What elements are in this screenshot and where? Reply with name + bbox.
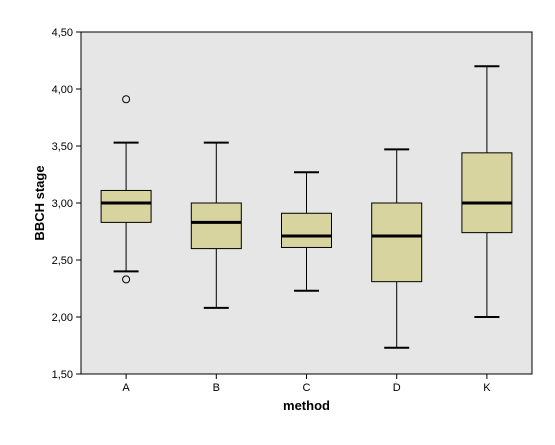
y-tick-label: 2,50 — [52, 255, 73, 267]
y-tick-label: 1,50 — [52, 369, 73, 381]
interquartile-box — [281, 212, 332, 248]
boxes-group — [100, 65, 513, 349]
box-a — [100, 95, 152, 284]
y-tick-label: 3,50 — [52, 141, 73, 153]
y-tick-label: 3,00 — [52, 198, 73, 210]
y-axis-title: BBCH stage — [32, 165, 47, 240]
y-tick-label: 2,00 — [52, 312, 73, 324]
interquartile-box — [461, 152, 513, 234]
box-d — [371, 148, 423, 349]
y-axis: 1,50 2,00 2,50 3,00 3,50 4,00 4,50 — [52, 27, 81, 381]
interquartile-box — [190, 202, 242, 250]
y-tick-label: 4,50 — [52, 27, 73, 39]
y-tick-label: 4,00 — [52, 84, 73, 96]
x-tick-label: K — [483, 382, 491, 394]
interquartile-box — [371, 202, 423, 283]
box-k — [461, 65, 513, 318]
interquartile-box — [100, 189, 152, 223]
outlier-point — [122, 95, 131, 104]
outlier-point — [122, 275, 131, 284]
x-tick-label: D — [393, 382, 401, 394]
x-axis-title: method — [283, 398, 330, 413]
x-tick-label: C — [303, 382, 311, 394]
x-tick-label: A — [122, 382, 130, 394]
box-c — [281, 171, 332, 292]
x-tick-label: B — [213, 382, 220, 394]
box-b — [190, 141, 242, 309]
